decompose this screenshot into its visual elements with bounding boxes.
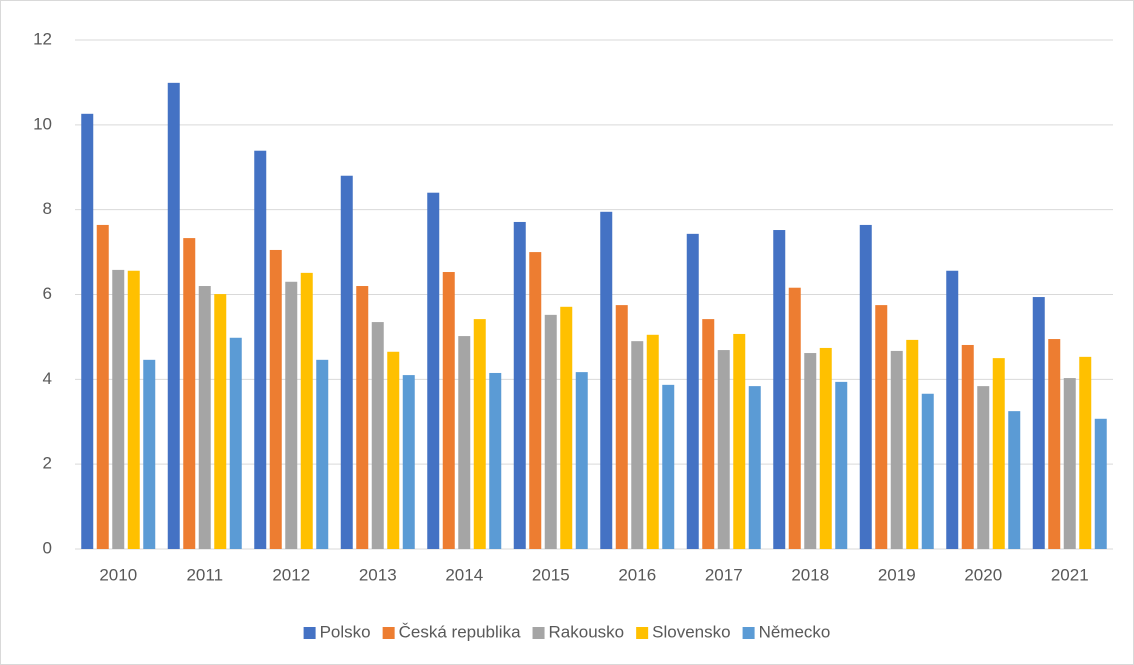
x-tick-label: 2010 xyxy=(99,565,137,584)
bar xyxy=(687,234,699,549)
bar xyxy=(860,225,872,549)
x-tick-label: 2012 xyxy=(272,565,310,584)
bar xyxy=(489,373,501,549)
bar xyxy=(875,305,887,549)
legend-swatch xyxy=(743,627,755,639)
bar xyxy=(1048,339,1060,549)
bar xyxy=(718,350,730,549)
bar xyxy=(576,372,588,549)
bar xyxy=(789,288,801,549)
bar xyxy=(631,341,643,549)
x-tick-label: 2011 xyxy=(186,565,223,584)
x-tick-label: 2013 xyxy=(359,565,397,584)
x-tick-label: 2014 xyxy=(445,565,483,584)
bar xyxy=(214,294,226,549)
legend-label: Polsko xyxy=(320,622,371,641)
x-tick-label: 2017 xyxy=(705,565,743,584)
bar xyxy=(403,375,415,549)
legend-label: Česká republika xyxy=(399,622,521,641)
bar xyxy=(804,353,816,549)
y-tick-label: 8 xyxy=(43,199,52,218)
legend-swatch xyxy=(304,627,316,639)
bar xyxy=(733,334,745,549)
chart: 0 2 4 6 8 10 12 2010 2011 2012 2013 2014 2015 2016 201… xyxy=(0,0,1134,665)
bar xyxy=(560,307,572,549)
bar xyxy=(616,305,628,549)
bar xyxy=(977,386,989,549)
bar xyxy=(458,336,470,549)
bar xyxy=(285,282,297,549)
bar xyxy=(341,176,353,549)
bar xyxy=(749,386,761,549)
bar xyxy=(514,222,526,549)
y-tick-label: 2 xyxy=(43,454,52,473)
bar xyxy=(600,212,612,549)
legend-label: Slovensko xyxy=(652,622,730,641)
bar xyxy=(545,315,557,549)
bar xyxy=(993,358,1005,549)
bar xyxy=(891,351,903,549)
y-tick-label: 6 xyxy=(43,284,52,303)
bar xyxy=(922,394,934,549)
bar xyxy=(301,273,313,549)
bar xyxy=(254,151,266,549)
bar xyxy=(1033,297,1045,549)
x-tick-label: 2021 xyxy=(1051,565,1089,584)
bar xyxy=(773,230,785,549)
legend-swatch xyxy=(636,627,648,639)
bar xyxy=(906,340,918,549)
legend-label: Rakousko xyxy=(549,622,625,641)
bar xyxy=(1064,378,1076,549)
y-tick-label: 4 xyxy=(43,369,52,388)
bar xyxy=(474,319,486,549)
bar xyxy=(1008,411,1020,549)
x-tick-label: 2019 xyxy=(878,565,916,584)
bar xyxy=(112,270,124,549)
bar xyxy=(81,114,93,549)
y-tick-label: 10 xyxy=(33,114,52,133)
bar xyxy=(702,319,714,549)
y-tick-label: 12 xyxy=(33,29,52,48)
bar xyxy=(647,335,659,549)
bar xyxy=(230,338,242,549)
bar xyxy=(270,250,282,549)
bar xyxy=(946,271,958,549)
bar xyxy=(128,271,140,549)
bar xyxy=(1079,357,1091,549)
bar xyxy=(820,348,832,549)
bar xyxy=(443,272,455,549)
bar xyxy=(529,252,541,549)
bar xyxy=(356,286,368,549)
bar xyxy=(835,382,847,549)
bar xyxy=(199,286,211,549)
legend-label: Německo xyxy=(759,622,831,641)
bar xyxy=(143,360,155,549)
bar xyxy=(316,360,328,549)
bar xyxy=(387,352,399,549)
legend-swatch xyxy=(383,627,395,639)
bar xyxy=(183,238,195,549)
bar xyxy=(168,83,180,549)
bar xyxy=(97,225,109,549)
bar xyxy=(1095,419,1107,549)
bar xyxy=(962,345,974,549)
bar xyxy=(372,322,384,549)
y-tick-label: 0 xyxy=(43,538,52,557)
x-tick-label: 2015 xyxy=(532,565,570,584)
x-tick-label: 2018 xyxy=(791,565,829,584)
bar xyxy=(662,385,674,549)
legend-swatch xyxy=(533,627,545,639)
x-tick-label: 2020 xyxy=(964,565,1002,584)
x-tick-label: 2016 xyxy=(618,565,656,584)
bar xyxy=(427,193,439,549)
